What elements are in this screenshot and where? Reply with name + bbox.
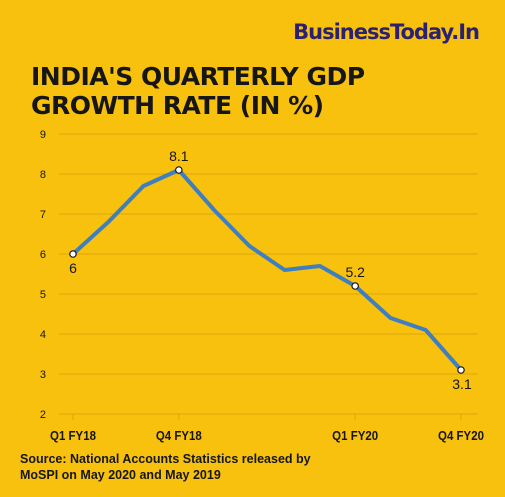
y-tick-label: 7 [40, 209, 46, 221]
series-line-0 [71, 168, 463, 372]
data-label: 5.2 [345, 264, 365, 280]
source-note: Source: National Accounts Statistics rel… [20, 451, 340, 483]
y-tick-label: 2 [40, 409, 46, 421]
y-tick-label: 5 [40, 289, 46, 301]
data-point-marker [351, 282, 359, 290]
source-line-2: MoSPI on May 2020 and May 2019 [20, 468, 221, 482]
x-tick-label: Q1 FY18 [50, 428, 96, 443]
x-tick-label: Q4 FY20 [438, 428, 484, 443]
chart-title-line-1: INDIA'S QUARTERLY GDP [31, 62, 365, 91]
brand-logo: BusinessToday.In [293, 20, 480, 44]
data-point-marker [457, 366, 465, 374]
x-tick-label: Q1 FY20 [332, 428, 378, 443]
chart-title: INDIA'S QUARTERLY GDP GROWTH RATE (IN %) [31, 62, 365, 120]
data-label: 6 [69, 260, 77, 276]
data-point-marker [69, 250, 77, 258]
y-tick-label: 4 [40, 329, 46, 341]
y-tick-label: 3 [40, 369, 46, 381]
source-line-1: Source: National Accounts Statistics rel… [20, 452, 311, 466]
y-tick-label: 8 [40, 169, 46, 181]
data-point-marker [175, 166, 183, 174]
chart-title-line-2: GROWTH RATE (IN %) [31, 91, 324, 120]
y-tick-label: 6 [40, 249, 46, 261]
data-label: 3.1 [452, 376, 472, 392]
x-tick-label: Q4 FY18 [156, 428, 202, 443]
data-label: 8.1 [169, 148, 189, 164]
y-tick-label: 9 [40, 129, 46, 141]
